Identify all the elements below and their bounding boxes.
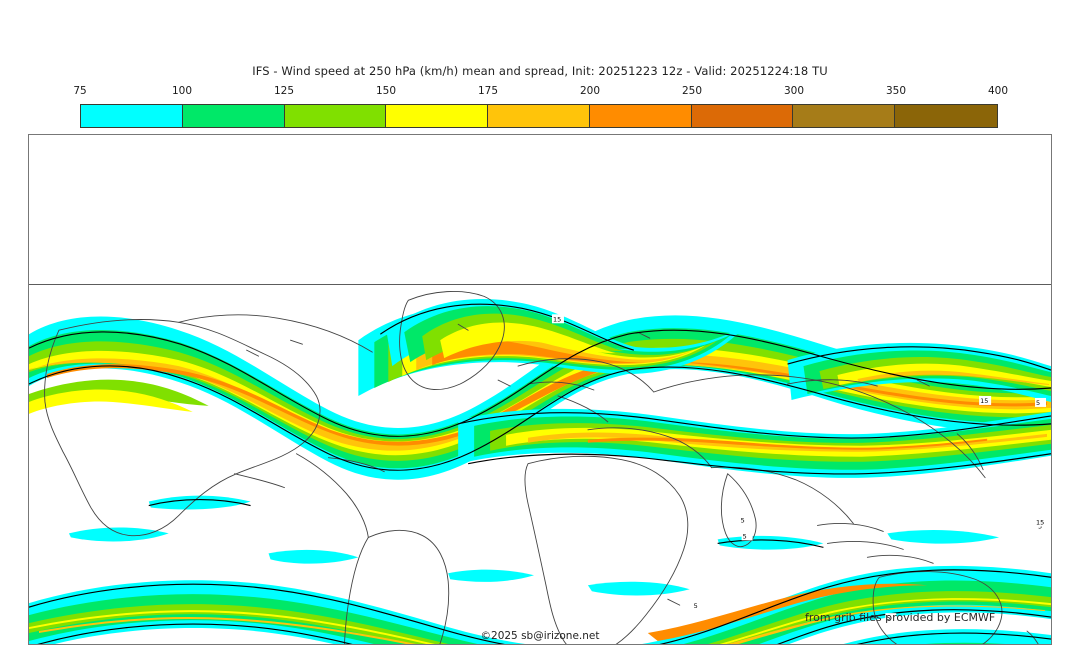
shading-nh-pacific — [458, 408, 1051, 478]
spread-contours — [29, 303, 1051, 644]
coastlines — [29, 283, 1051, 644]
svg-text:5: 5 — [743, 532, 747, 540]
svg-text:15: 15 — [1036, 518, 1044, 526]
colorbar-tick-labels: 75100125150175200250300350400450 — [73, 85, 1008, 100]
colorbar-segment — [81, 105, 183, 127]
svg-text:5: 5 — [741, 516, 745, 524]
map-panel: 15 15 5 5 5 5 5 5 15 — [28, 134, 1052, 645]
windspeed-shading — [29, 299, 1051, 644]
colorbar-segment — [386, 105, 489, 127]
svg-text:15: 15 — [553, 315, 561, 323]
colorbar-tick: 125 — [273, 85, 295, 97]
colorbar-tick: 100 — [171, 85, 193, 97]
svg-text:5: 5 — [1036, 399, 1040, 407]
shading-nh-greenland — [386, 299, 640, 367]
svg-text:15: 15 — [980, 397, 988, 405]
colorbar-tick: 300 — [783, 85, 805, 97]
colorbar-tick: 400 — [987, 85, 1009, 97]
colorbar-tick: 200 — [579, 85, 601, 97]
colorbar-segment — [589, 105, 692, 127]
colorbar-segment — [895, 105, 998, 127]
svg-text:5: 5 — [694, 602, 698, 610]
colorbar-tick: 350 — [885, 85, 907, 97]
data-source-credit: from grib files provided by ECMWF — [805, 611, 996, 624]
contour-labels: 15 15 5 5 5 5 5 5 15 — [551, 314, 1049, 622]
colorbar: 75100125150175200250300350400450 — [73, 85, 1008, 129]
shading-nh-left-core — [29, 379, 209, 414]
svg-text:5: 5 — [886, 614, 890, 622]
colorbar-segment — [182, 105, 285, 127]
colorbar-gradient — [80, 104, 998, 128]
colorbar-tick: 75 — [73, 85, 87, 97]
colorbar-segment — [284, 105, 387, 127]
colorbar-tick: 150 — [375, 85, 397, 97]
colorbar-segment — [488, 105, 590, 127]
author-credit: ©2025 sb@irizone.net — [480, 630, 600, 642]
colorbar-segment — [793, 105, 896, 127]
shading-sh-secondary — [843, 629, 1051, 644]
map-canvas: 15 15 5 5 5 5 5 5 15 — [29, 283, 1051, 644]
colorbar-segment — [691, 105, 794, 127]
shading-nh-asia — [787, 342, 1051, 402]
page-title: IFS - Wind speed at 250 hPa (km/h) mean … — [252, 64, 828, 78]
colorbar-tick: 250 — [681, 85, 703, 97]
colorbar-tick: 175 — [477, 85, 499, 97]
